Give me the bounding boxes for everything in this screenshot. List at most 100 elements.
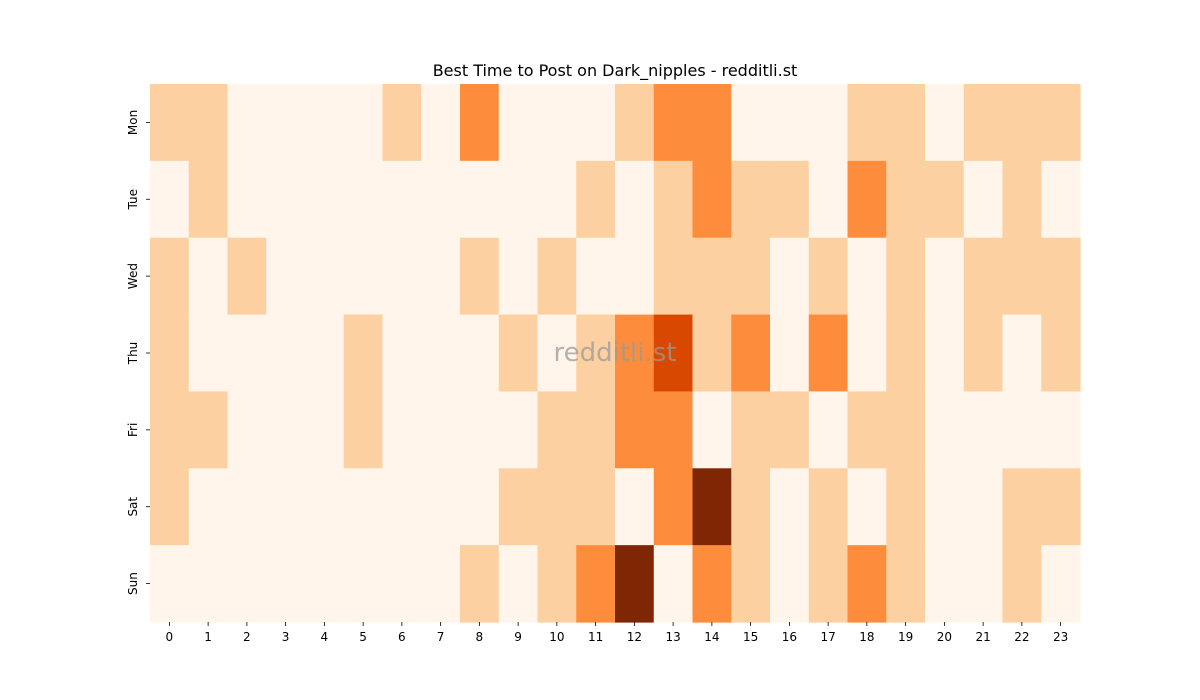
y-tick-label: Wed xyxy=(126,263,140,289)
x-tick-label: 18 xyxy=(859,630,874,644)
heatmap-cell-Sun-23 xyxy=(1041,545,1081,623)
heatmap-cell-Fri-16 xyxy=(770,391,810,469)
heatmap-cell-Mon-19 xyxy=(886,84,926,162)
heatmap-cell-Fri-11 xyxy=(576,391,616,469)
heatmap-cell-Sun-15 xyxy=(731,545,771,623)
heatmap-cell-Fri-18 xyxy=(847,391,887,469)
heatmap-cell-Sun-2 xyxy=(227,545,267,623)
heatmap-cell-Sat-0 xyxy=(150,468,190,546)
heatmap-cell-Tue-3 xyxy=(266,160,306,239)
heatmap-cell-Tue-20 xyxy=(925,160,965,239)
x-tick-label: 21 xyxy=(975,630,990,644)
heatmap-cell-Wed-13 xyxy=(653,237,694,316)
heatmap-cell-Thu-16 xyxy=(770,314,810,393)
heatmap-cell-Tue-14 xyxy=(692,160,732,239)
heatmap-cell-Thu-5 xyxy=(343,314,384,393)
heatmap-cell-Thu-22 xyxy=(1002,314,1042,393)
heatmap-cell-Mon-4 xyxy=(305,84,345,162)
heatmap-cell-Mon-23 xyxy=(1041,84,1081,162)
heatmap-cell-Tue-22 xyxy=(1002,160,1042,239)
heatmap-cell-Thu-1 xyxy=(188,314,229,393)
x-tick-label: 15 xyxy=(743,630,758,644)
heatmap-cell-Mon-5 xyxy=(343,84,384,162)
heatmap-cell-Sat-13 xyxy=(653,468,694,546)
heatmap-cell-Tue-21 xyxy=(963,160,1004,239)
heatmap-cell-Fri-9 xyxy=(498,391,539,469)
heatmap-cell-Mon-0 xyxy=(150,84,190,162)
heatmap-cell-Sat-8 xyxy=(460,468,500,546)
heatmap-cell-Sun-22 xyxy=(1002,545,1042,623)
heatmap-cell-Tue-0 xyxy=(150,160,190,239)
heatmap-cell-Wed-6 xyxy=(382,237,422,316)
watermark: redditli.st xyxy=(554,338,677,368)
heatmap-cell-Fri-3 xyxy=(266,391,306,469)
heatmap-cell-Sat-9 xyxy=(498,468,539,546)
heatmap-cell-Tue-12 xyxy=(615,160,655,239)
heatmap-cell-Mon-12 xyxy=(615,84,655,162)
heatmap-cell-Wed-9 xyxy=(498,237,539,316)
heatmap-cell-Sat-6 xyxy=(382,468,422,546)
heatmap-cell-Fri-19 xyxy=(886,391,926,469)
heatmap-cell-Thu-8 xyxy=(460,314,500,393)
heatmap-cell-Mon-15 xyxy=(731,84,771,162)
heatmap-cell-Tue-16 xyxy=(770,160,810,239)
heatmap-cell-Thu-7 xyxy=(421,314,461,393)
heatmap-cell-Fri-15 xyxy=(731,391,771,469)
heatmap-cell-Sun-20 xyxy=(925,545,965,623)
heatmap-cell-Thu-9 xyxy=(498,314,539,393)
heatmap-cell-Sun-0 xyxy=(150,545,190,623)
heatmap-cell-Mon-10 xyxy=(537,84,577,162)
heatmap-cells xyxy=(150,84,1081,623)
heatmap-cell-Sat-7 xyxy=(421,468,461,546)
heatmap-cell-Wed-15 xyxy=(731,237,771,316)
heatmap-cell-Sun-11 xyxy=(576,545,616,623)
heatmap-cell-Tue-2 xyxy=(227,160,267,239)
heatmap-cell-Wed-14 xyxy=(692,237,732,316)
x-tick-label: 4 xyxy=(321,630,329,644)
heatmap-cell-Sun-10 xyxy=(537,545,577,623)
heatmap-cell-Fri-21 xyxy=(963,391,1004,469)
heatmap-cell-Wed-3 xyxy=(266,237,306,316)
x-tick-label: 9 xyxy=(514,630,522,644)
heatmap-cell-Fri-20 xyxy=(925,391,965,469)
heatmap-cell-Mon-11 xyxy=(576,84,616,162)
heatmap-cell-Fri-23 xyxy=(1041,391,1081,469)
x-tick-label: 0 xyxy=(166,630,174,644)
heatmap-cell-Sat-22 xyxy=(1002,468,1042,546)
x-tick-label: 12 xyxy=(627,630,642,644)
heatmap-cell-Fri-17 xyxy=(808,391,849,469)
heatmap-cell-Mon-20 xyxy=(925,84,965,162)
heatmap-cell-Fri-8 xyxy=(460,391,500,469)
x-tick-label: 20 xyxy=(937,630,952,644)
heatmap-cell-Wed-8 xyxy=(460,237,500,316)
x-tick-label: 7 xyxy=(437,630,445,644)
heatmap-cell-Mon-1 xyxy=(188,84,229,162)
heatmap-cell-Thu-19 xyxy=(886,314,926,393)
heatmap-cell-Thu-3 xyxy=(266,314,306,393)
heatmap-cell-Fri-22 xyxy=(1002,391,1042,469)
heatmap-cell-Sun-18 xyxy=(847,545,887,623)
heatmap-cell-Sun-19 xyxy=(886,545,926,623)
x-tick-label: 23 xyxy=(1053,630,1068,644)
heatmap-cell-Thu-0 xyxy=(150,314,190,393)
heatmap-cell-Mon-7 xyxy=(421,84,461,162)
heatmap-cell-Wed-0 xyxy=(150,237,190,316)
heatmap-cell-Thu-13 xyxy=(653,314,694,393)
heatmap-cell-Mon-17 xyxy=(808,84,849,162)
x-tick-label: 14 xyxy=(704,630,719,644)
heatmap-cell-Fri-2 xyxy=(227,391,267,469)
y-axis: Mon Tue Wed Thu Fri Sat Sun xyxy=(126,110,150,595)
y-tick-label: Fri xyxy=(126,423,140,437)
x-tick-label: 10 xyxy=(549,630,564,644)
heatmap-cell-Tue-13 xyxy=(653,160,694,239)
heatmap-cell-Sun-5 xyxy=(343,545,384,623)
heatmap-cell-Thu-15 xyxy=(731,314,771,393)
x-tick-label: 16 xyxy=(782,630,797,644)
heatmap-cell-Wed-7 xyxy=(421,237,461,316)
heatmap-cell-Wed-11 xyxy=(576,237,616,316)
heatmap-cell-Wed-23 xyxy=(1041,237,1081,316)
heatmap-cell-Thu-21 xyxy=(963,314,1004,393)
heatmap-cell-Sat-16 xyxy=(770,468,810,546)
heatmap-cell-Thu-4 xyxy=(305,314,345,393)
heatmap-cell-Sun-16 xyxy=(770,545,810,623)
